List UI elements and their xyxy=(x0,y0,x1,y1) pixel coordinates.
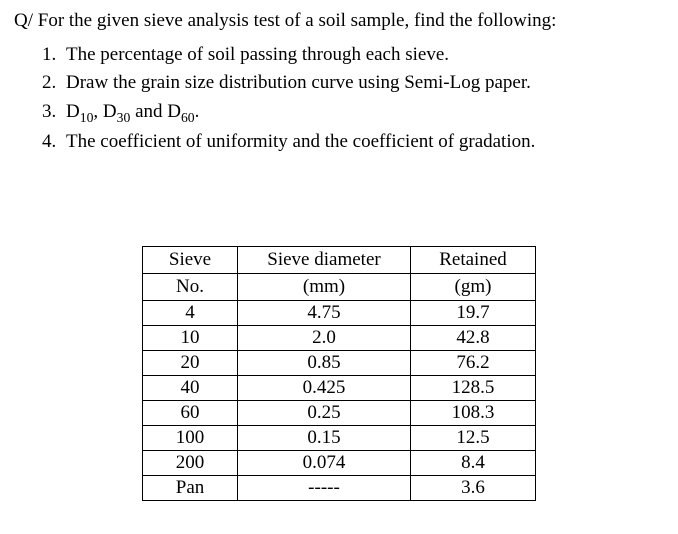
table-row: 60 0.25 108.3 xyxy=(143,401,536,426)
table-row: Pan ----- 3.6 xyxy=(143,476,536,501)
table-cell: 3.6 xyxy=(411,476,536,501)
list-item: 4. The coefficient of uniformity and the… xyxy=(42,128,664,157)
table-cell: 8.4 xyxy=(411,451,536,476)
list-item: 2. Draw the grain size distribution curv… xyxy=(42,69,664,98)
list-number: 4. xyxy=(42,128,66,157)
header-cell: (gm) xyxy=(411,274,536,301)
text-fragment: . xyxy=(195,101,200,122)
subscript: 30 xyxy=(117,109,131,124)
table-cell: 100 xyxy=(143,426,238,451)
table-cell: 0.074 xyxy=(238,451,411,476)
table-cell: ----- xyxy=(238,476,411,501)
list-text: The percentage of soil passing through e… xyxy=(66,41,449,70)
sieve-table: Sieve Sieve diameter Retained No. (mm) (… xyxy=(142,246,536,501)
table-cell: 128.5 xyxy=(411,376,536,401)
subscript: 60 xyxy=(181,109,195,124)
table-cell: 200 xyxy=(143,451,238,476)
table-cell: 20 xyxy=(143,351,238,376)
header-cell: (mm) xyxy=(238,274,411,301)
table-cell: 0.25 xyxy=(238,401,411,426)
table-row: 20 0.85 76.2 xyxy=(143,351,536,376)
table-cell: 10 xyxy=(143,326,238,351)
table-cell: 4 xyxy=(143,301,238,326)
table-cell: 40 xyxy=(143,376,238,401)
table-cell: 12.5 xyxy=(411,426,536,451)
question-prompt: Q/ For the given sieve analysis test of … xyxy=(14,8,664,35)
text-fragment: D xyxy=(66,101,80,122)
table-cell: 2.0 xyxy=(238,326,411,351)
list-number: 1. xyxy=(42,41,66,70)
table-row: 10 2.0 42.8 xyxy=(143,326,536,351)
list-text: The coefficient of uniformity and the co… xyxy=(66,128,535,157)
header-cell: Sieve diameter xyxy=(238,247,411,274)
table-cell: 4.75 xyxy=(238,301,411,326)
text-fragment: , D xyxy=(93,101,116,122)
subscript: 10 xyxy=(80,109,94,124)
header-cell: No. xyxy=(143,274,238,301)
header-cell: Sieve xyxy=(143,247,238,274)
text-fragment: and D xyxy=(130,101,181,122)
table-cell: Pan xyxy=(143,476,238,501)
question-list: 1. The percentage of soil passing throug… xyxy=(14,41,664,157)
page: Q/ For the given sieve analysis test of … xyxy=(0,0,678,501)
table-header-row: No. (mm) (gm) xyxy=(143,274,536,301)
table-cell: 0.15 xyxy=(238,426,411,451)
table-row: 40 0.425 128.5 xyxy=(143,376,536,401)
table-header-row: Sieve Sieve diameter Retained xyxy=(143,247,536,274)
list-item: 3. D10, D30 and D60. xyxy=(42,98,664,128)
table-row: 100 0.15 12.5 xyxy=(143,426,536,451)
header-cell: Retained xyxy=(411,247,536,274)
table-cell: 108.3 xyxy=(411,401,536,426)
table-cell: 42.8 xyxy=(411,326,536,351)
table-cell: 0.425 xyxy=(238,376,411,401)
list-number: 3. xyxy=(42,98,66,128)
list-text: D10, D30 and D60. xyxy=(66,98,199,128)
table-row: 200 0.074 8.4 xyxy=(143,451,536,476)
table-cell: 0.85 xyxy=(238,351,411,376)
table-cell: 60 xyxy=(143,401,238,426)
list-item: 1. The percentage of soil passing throug… xyxy=(42,41,664,70)
list-text: Draw the grain size distribution curve u… xyxy=(66,69,531,98)
table-row: 4 4.75 19.7 xyxy=(143,301,536,326)
table-container: Sieve Sieve diameter Retained No. (mm) (… xyxy=(14,246,664,501)
table-cell: 76.2 xyxy=(411,351,536,376)
table-cell: 19.7 xyxy=(411,301,536,326)
list-number: 2. xyxy=(42,69,66,98)
